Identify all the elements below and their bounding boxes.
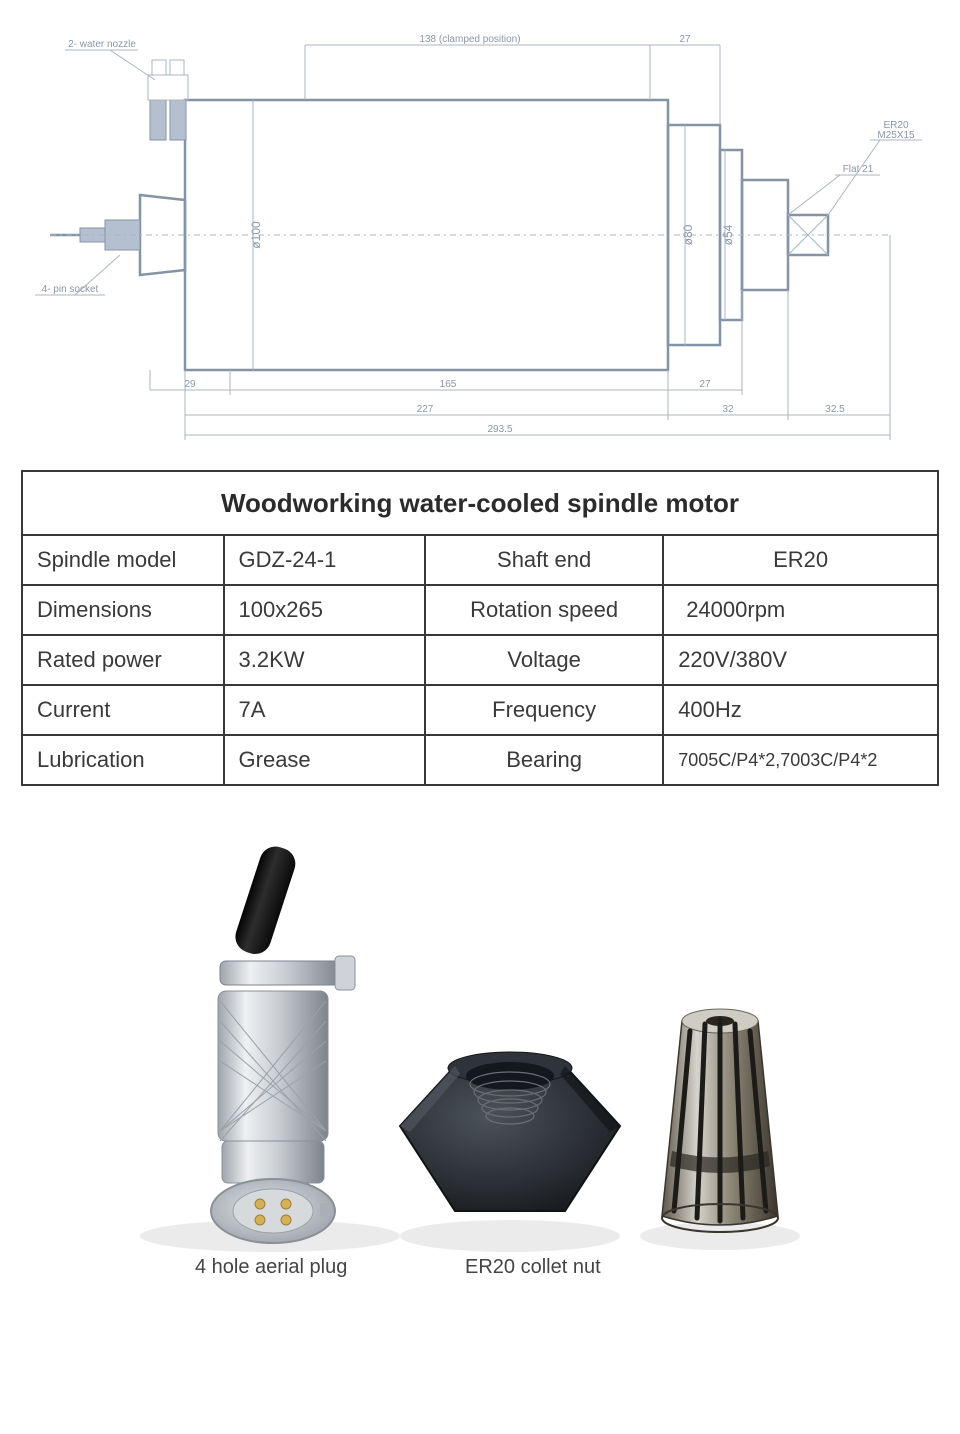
dim-c: 27 — [699, 379, 711, 390]
table-row: Rated power 3.2KW Voltage 220V/380V — [22, 635, 938, 685]
cell-value: ER20 — [663, 535, 938, 585]
label-nut: ER20 collet nut — [465, 1256, 601, 1279]
cell-label: Bearing — [425, 735, 663, 785]
cell-label: Lubrication — [22, 735, 224, 785]
technical-drawing: 138 (clamped position) 27 ER20 M25X15 Fl… — [20, 20, 940, 440]
dia-54: ø54 — [721, 224, 735, 245]
cell-label: Dimensions — [22, 585, 224, 635]
dia-80: ø80 — [681, 224, 695, 245]
cell-value: 3.2KW — [224, 635, 426, 685]
table-row: Current 7A Frequency 400Hz — [22, 685, 938, 735]
collet-illustration — [662, 1009, 778, 1232]
spec-title: Woodworking water-cooled spindle motor — [22, 471, 938, 535]
dim-total: 293.5 — [487, 424, 512, 435]
cell-label: Current — [22, 685, 224, 735]
label-plug: 4 hole aerial plug — [195, 1256, 347, 1279]
cell-label: Frequency — [425, 685, 663, 735]
cell-value: 7A — [224, 685, 426, 735]
cell-label: Shaft end — [425, 535, 663, 585]
dim-b: 165 — [440, 379, 457, 390]
cell-value: 100x265 — [224, 585, 426, 635]
callout-er20-l2: M25X15 — [877, 130, 915, 141]
dia-100: ø100 — [249, 221, 263, 249]
cell-value: 24000rpm — [663, 585, 938, 635]
dim-f: 32.5 — [825, 404, 845, 415]
cell-value: 220V/380V — [663, 635, 938, 685]
dim-d: 227 — [417, 404, 434, 415]
table-row: Dimensions 100x265 Rotation speed 24000r… — [22, 585, 938, 635]
dim-a: 29 — [184, 379, 196, 390]
table-row: Spindle model GDZ-24-1 Shaft end ER20 — [22, 535, 938, 585]
table-row: Lubrication Grease Bearing 7005C/P4*2,70… — [22, 735, 938, 785]
cell-value: 7005C/P4*2,7003C/P4*2 — [663, 735, 938, 785]
spec-table: Woodworking water-cooled spindle motor S… — [21, 470, 939, 786]
cell-value: 400Hz — [663, 685, 938, 735]
dim-27: 27 — [679, 34, 691, 45]
cell-value: Grease — [224, 735, 426, 785]
plug-illustration — [211, 842, 355, 1243]
cell-label: Rated power — [22, 635, 224, 685]
cell-label: Rotation speed — [425, 585, 663, 635]
cell-label: Spindle model — [22, 535, 224, 585]
cell-label: Voltage — [425, 635, 663, 685]
cell-value: GDZ-24-1 — [224, 535, 426, 585]
nut-illustration — [400, 1052, 620, 1211]
callout-flat21: Flat 21 — [843, 164, 874, 175]
product-photos: 4 hole aerial plug ER20 collet nut — [20, 816, 940, 1286]
dim-clamped: 138 (clamped position) — [419, 34, 520, 45]
dim-e: 32 — [722, 404, 734, 415]
callout-socket: 4- pin socket — [42, 284, 99, 295]
callout-nozzle: 2- water nozzle — [68, 39, 136, 50]
